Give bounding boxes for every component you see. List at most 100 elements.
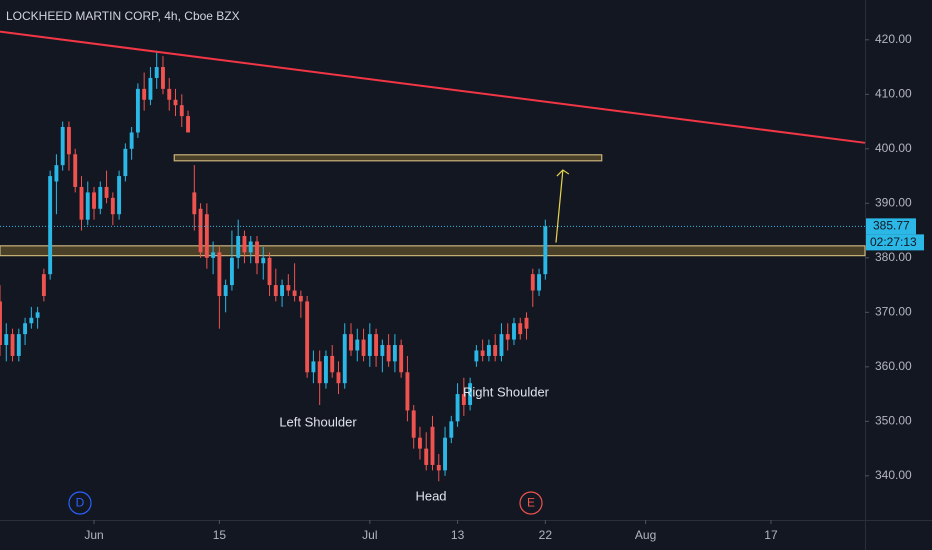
countdown-box xyxy=(866,234,924,251)
candle-body xyxy=(223,285,228,296)
candle-body xyxy=(60,127,65,166)
x-tick-label: Aug xyxy=(635,528,656,542)
candle-body xyxy=(330,355,335,373)
annotation: Head xyxy=(415,488,446,503)
candle-body xyxy=(4,334,9,346)
y-tick-label: 380.00 xyxy=(875,250,912,264)
candle-body xyxy=(424,448,429,465)
candle-body xyxy=(505,334,510,340)
arrow-head xyxy=(556,169,570,177)
x-tick-label: 13 xyxy=(451,528,465,542)
candle-body xyxy=(23,323,28,335)
candle-body xyxy=(524,317,529,329)
candle-body xyxy=(142,88,147,100)
candle-body xyxy=(493,345,498,356)
candle-body xyxy=(73,154,78,187)
countdown-label: 02:27:13 xyxy=(870,235,917,249)
candle-body xyxy=(98,186,103,209)
candle-body xyxy=(430,426,435,465)
candle-body xyxy=(474,350,479,362)
candle-body xyxy=(110,197,115,215)
y-tick-label: 410.00 xyxy=(875,86,912,100)
candle-body xyxy=(436,464,441,471)
y-tick-label: 350.00 xyxy=(875,414,912,428)
y-tick-label: 420.00 xyxy=(875,32,912,46)
candle-body xyxy=(292,290,297,296)
candle-body xyxy=(405,372,410,411)
candle-body xyxy=(236,236,241,258)
plot-area xyxy=(0,30,866,482)
candle-body xyxy=(530,274,535,291)
y-tick-label: 390.00 xyxy=(875,195,912,209)
candle-body xyxy=(418,437,422,449)
x-tick-label: 22 xyxy=(539,528,553,542)
candle-body xyxy=(298,295,303,302)
candle-body xyxy=(480,350,485,356)
candle-body xyxy=(54,165,59,182)
candle-body xyxy=(148,77,153,100)
candle-body xyxy=(374,334,379,356)
candle-body xyxy=(154,67,159,78)
candle-body xyxy=(361,339,366,356)
y-tick-label: 370.00 xyxy=(875,304,912,318)
x-tick-label: Jun xyxy=(84,528,103,542)
candle-body xyxy=(104,186,109,198)
annotation: Left Shoulder xyxy=(279,414,357,429)
candle-body xyxy=(411,410,416,438)
candle-body xyxy=(512,323,516,340)
candle-body xyxy=(317,361,322,384)
event-label: E xyxy=(527,496,535,510)
candle-body xyxy=(311,361,316,373)
candle-body xyxy=(537,274,542,291)
candle-body xyxy=(117,176,122,215)
candle-body xyxy=(229,257,234,286)
candle-body xyxy=(349,334,353,351)
candle-body xyxy=(16,334,21,356)
candle-body xyxy=(186,116,190,133)
candle-body xyxy=(286,285,291,291)
y-tick-label: 340.00 xyxy=(875,468,912,482)
candle-body xyxy=(0,301,2,346)
candle-body xyxy=(10,334,15,356)
candle-body xyxy=(305,301,310,373)
zone xyxy=(0,245,866,257)
candle-body xyxy=(267,257,272,286)
candle-body xyxy=(192,192,197,215)
candle-body xyxy=(85,192,90,220)
zone xyxy=(173,154,603,162)
candle-body xyxy=(79,186,84,220)
candle-body xyxy=(173,99,178,106)
candle-body xyxy=(217,252,222,296)
event-marker[interactable] xyxy=(68,491,92,515)
candle-body xyxy=(380,345,385,356)
candle-body xyxy=(455,394,460,422)
annotation: Right Shoulder xyxy=(463,384,550,399)
candle-body xyxy=(248,241,253,253)
candle-body xyxy=(161,67,165,89)
candle-body xyxy=(273,285,278,296)
candle-body xyxy=(35,312,40,318)
arrow xyxy=(555,170,564,243)
candle-body xyxy=(355,339,360,351)
x-tick-label: 15 xyxy=(213,528,227,542)
candle-body xyxy=(92,192,96,209)
y-tick-label: 360.00 xyxy=(875,359,912,373)
event-label: D xyxy=(76,496,85,510)
candle-body xyxy=(123,148,128,177)
candle-body xyxy=(67,127,71,155)
candle-body xyxy=(280,285,285,296)
trendline xyxy=(0,30,866,144)
candle-body xyxy=(367,334,372,356)
candle-body xyxy=(486,345,491,356)
candle-body xyxy=(399,345,404,373)
event-marker[interactable] xyxy=(519,491,543,515)
candle-body xyxy=(41,274,46,296)
candle-body xyxy=(211,252,216,258)
candle-body xyxy=(261,257,266,264)
candle-body xyxy=(242,236,247,253)
x-tick-label: 17 xyxy=(764,528,778,542)
candle-body xyxy=(167,88,172,100)
candle-body xyxy=(29,317,34,324)
